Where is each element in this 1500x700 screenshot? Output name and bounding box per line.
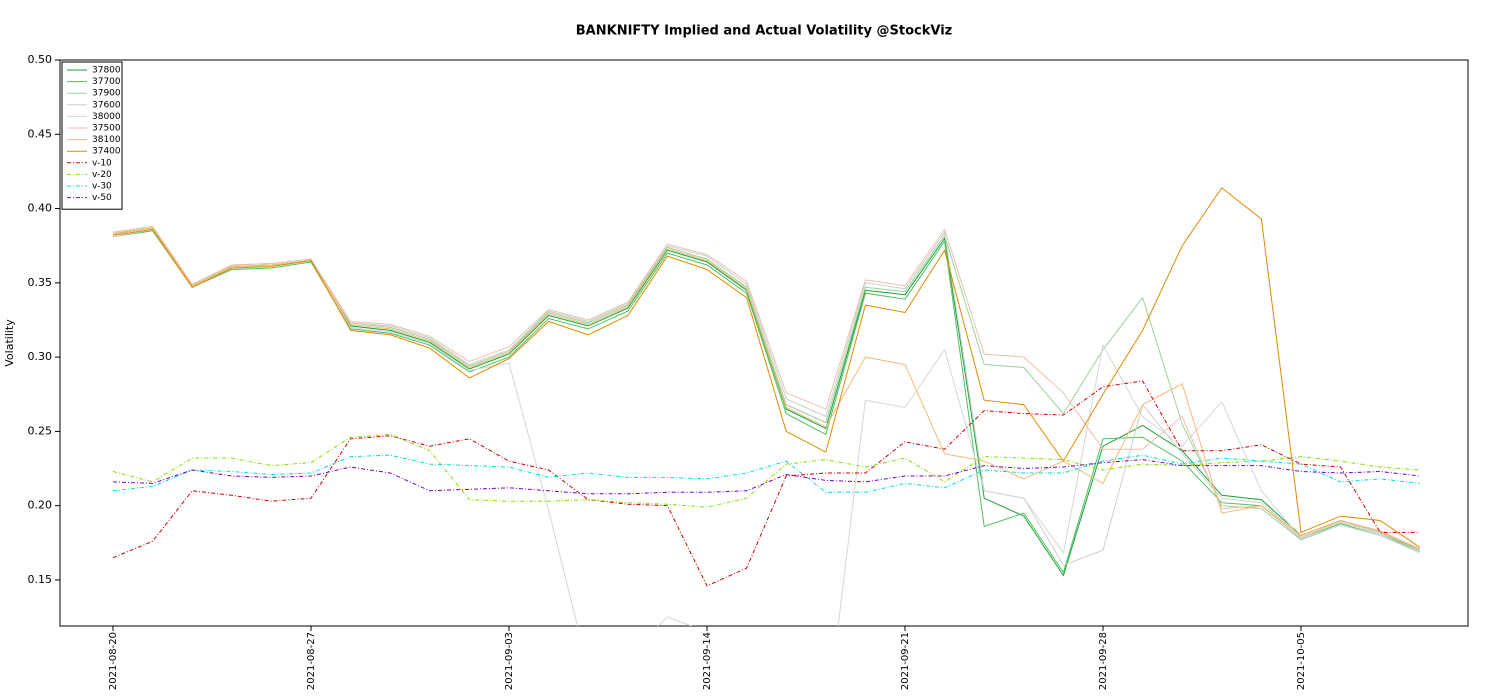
series-line [112,433,1420,508]
legend-label: 37800 [92,66,121,76]
y-tick-label: 0.35 [28,276,53,289]
x-tick-label: 2021-10-05 [1296,632,1307,690]
series-line [112,459,1420,495]
x-tick-label: 2021-09-28 [1098,632,1109,690]
series-line [112,227,1421,550]
x-tick-label: 2021-09-14 [702,632,713,690]
y-tick-label: 0.40 [28,202,53,215]
y-tick-label: 0.25 [28,424,53,437]
y-tick-label: 0.30 [28,350,53,363]
series-line [112,230,1420,574]
legend-label: 37900 [92,89,121,99]
series-line [112,225,1420,550]
series-line [112,228,1420,566]
y-tick-label: 0.50 [28,53,53,66]
legend-label: v-10 [92,158,112,168]
legend-label: v-20 [92,170,112,180]
legend-label: v-50 [92,193,112,203]
y-tick-label: 0.20 [28,499,53,512]
legend-label: 37700 [92,77,121,87]
legend-box [61,61,123,210]
y-axis-label: Volatility [3,319,16,367]
plot-frame [59,59,1469,627]
legend-label: 37600 [92,100,121,110]
x-tick-label: 2021-09-21 [900,632,911,690]
legend-label: v-30 [92,182,112,192]
series-line [112,227,1421,577]
series-line [112,454,1420,493]
series-line [112,187,1421,548]
chart-title: BANKNIFTY Implied and Actual Volatility … [576,24,952,39]
y-tick-label: 0.15 [28,573,53,586]
legend-label: 38000 [92,112,121,122]
series-line [112,380,1420,587]
legend-label: 37400 [92,147,121,157]
x-tick-label: 2021-09-03 [504,632,515,690]
legend-label: 38100 [92,135,121,145]
y-tick-label: 0.45 [28,127,53,140]
x-tick-label: 2021-08-20 [108,632,119,690]
series-line [112,228,1421,626]
plot-lines [112,187,1421,626]
legend-label: 37500 [92,124,121,134]
x-tick-label: 2021-08-27 [306,632,317,690]
